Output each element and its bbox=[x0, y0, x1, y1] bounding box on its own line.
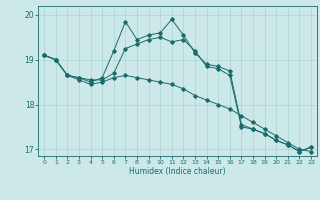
X-axis label: Humidex (Indice chaleur): Humidex (Indice chaleur) bbox=[129, 167, 226, 176]
